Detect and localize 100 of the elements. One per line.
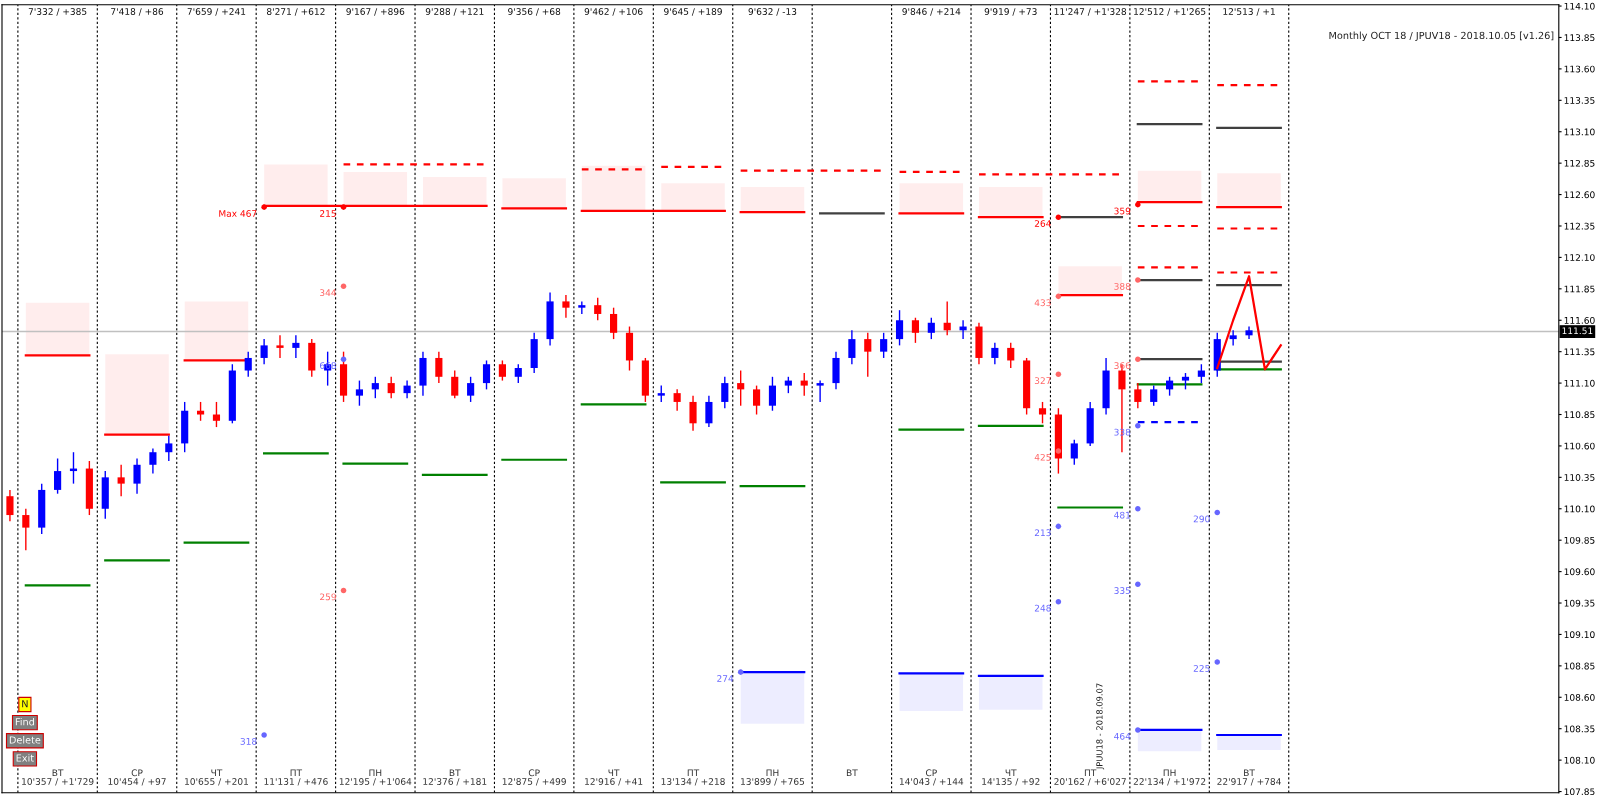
candlestick bbox=[1038, 401, 1047, 425]
point bbox=[1135, 581, 1141, 587]
annotation: 12'513 / +1 bbox=[1223, 8, 1275, 16]
point bbox=[1135, 201, 1141, 208]
annotation: 7'659 / +241 bbox=[187, 8, 246, 16]
annotation: 215 bbox=[320, 210, 336, 217]
y-tick-label: 108.35 bbox=[1564, 725, 1595, 733]
candlestick bbox=[594, 296, 602, 321]
y-tick-label: 110.10 bbox=[1564, 505, 1595, 513]
y-tick-label: 110.35 bbox=[1564, 474, 1595, 481]
candlestick bbox=[6, 489, 14, 523]
candlestick bbox=[292, 334, 300, 359]
annotation: 11'247 / +1'328 bbox=[1054, 8, 1127, 16]
annotation: 335 bbox=[1114, 587, 1131, 594]
x-tick-label: СР 14'043 / +144 bbox=[899, 769, 964, 786]
annotation: 12'512 / +1'265 bbox=[1134, 8, 1206, 16]
candlestick bbox=[1070, 438, 1078, 466]
candlestick bbox=[467, 376, 475, 403]
point bbox=[340, 204, 347, 210]
annotation: 9'846 / +214 bbox=[902, 8, 961, 16]
y-tick-label: 112.60 bbox=[1564, 191, 1595, 199]
y-tick-label: 108.60 bbox=[1564, 694, 1595, 701]
annotation: 425 bbox=[1034, 453, 1051, 461]
annotation: Delete bbox=[9, 736, 41, 744]
candlestick bbox=[435, 350, 443, 384]
candlestick bbox=[482, 359, 491, 391]
candlestick bbox=[705, 394, 713, 428]
x-tick-label: СР 12'875 / +499 bbox=[502, 769, 566, 786]
candlestick bbox=[768, 376, 777, 412]
candlestick bbox=[911, 317, 919, 344]
candlestick bbox=[578, 300, 586, 315]
x-tick-label: ПН 22'134 / +1'972 bbox=[1133, 769, 1206, 786]
x-tick-label: ВТ 10'357 / +1'729 bbox=[22, 769, 94, 786]
candlestick bbox=[864, 332, 872, 378]
point bbox=[1055, 523, 1062, 530]
annotation: 225 bbox=[1193, 665, 1210, 672]
y-tick-label: 109.35 bbox=[1564, 599, 1595, 607]
annotation: 7'418 / +86 bbox=[111, 8, 164, 16]
point bbox=[261, 732, 267, 738]
y-tick-label: 113.60 bbox=[1564, 65, 1595, 73]
candlestick bbox=[737, 369, 745, 407]
annotation: 9'645 / +189 bbox=[664, 8, 722, 16]
x-tick-label: ВТ bbox=[846, 769, 858, 777]
annotation: 8'271 / +612 bbox=[266, 8, 325, 16]
annotation: 259 bbox=[320, 593, 336, 601]
point bbox=[1214, 509, 1221, 516]
y-tick-label: 113.85 bbox=[1564, 34, 1595, 42]
point bbox=[1055, 371, 1062, 378]
annotation: 264 bbox=[1034, 220, 1051, 227]
annotation: 213 bbox=[1034, 529, 1051, 537]
x-tick-label: ПТ 11'131 / +476 bbox=[264, 769, 328, 786]
annotation: 274 bbox=[717, 675, 734, 682]
candlestick bbox=[673, 388, 681, 412]
candlestick bbox=[610, 306, 618, 340]
candlestick bbox=[721, 376, 729, 409]
candlestick bbox=[212, 401, 221, 428]
point bbox=[737, 669, 744, 675]
candlestick bbox=[514, 363, 522, 384]
annotation: Max 467 bbox=[219, 210, 257, 217]
candlestick bbox=[943, 300, 951, 337]
annotation: 9'919 / +73 bbox=[984, 8, 1037, 16]
y-tick-label: 113.35 bbox=[1564, 97, 1595, 104]
point bbox=[1055, 448, 1062, 454]
candlestick bbox=[1197, 363, 1205, 384]
candlestick bbox=[498, 359, 506, 382]
point bbox=[1055, 293, 1062, 300]
candlestick bbox=[880, 332, 888, 359]
candlestick bbox=[371, 376, 379, 399]
candlestick bbox=[562, 294, 570, 319]
candlestick bbox=[1007, 342, 1015, 369]
y-tick-label: 112.10 bbox=[1564, 254, 1595, 261]
point bbox=[1135, 505, 1141, 512]
y-tick-label: 110.60 bbox=[1564, 442, 1595, 450]
y-tick-label: 112.85 bbox=[1564, 159, 1595, 167]
point bbox=[340, 587, 347, 594]
annotation: Exit bbox=[16, 754, 34, 762]
annotation: 9'356 / +68 bbox=[508, 8, 561, 16]
point bbox=[340, 283, 347, 290]
annotation: 9'632 / -13 bbox=[748, 8, 797, 16]
y-tick-label: 111.35 bbox=[1564, 348, 1595, 356]
x-tick-label: ЧТ 14'135 / +92 bbox=[982, 769, 1040, 786]
candlestick bbox=[927, 317, 935, 340]
y-tick-label: 109.10 bbox=[1564, 631, 1595, 638]
annotation: 344 bbox=[320, 289, 337, 297]
candlestick bbox=[22, 508, 30, 551]
y-tick-label: 110.85 bbox=[1564, 411, 1595, 419]
candlestick bbox=[991, 342, 999, 365]
candlestick bbox=[1229, 329, 1237, 347]
point bbox=[1055, 598, 1062, 605]
candlestick bbox=[1150, 384, 1158, 407]
candlestick bbox=[816, 379, 824, 403]
candlestick bbox=[451, 369, 459, 399]
y-tick-label: 108.10 bbox=[1564, 756, 1595, 764]
x-tick-label: ВТ 22'917 / +784 bbox=[1217, 769, 1281, 786]
candlestick bbox=[117, 464, 125, 497]
candlestick bbox=[355, 379, 363, 407]
y-tick-label: 109.85 bbox=[1564, 536, 1595, 544]
y-tick-label: 108.85 bbox=[1564, 662, 1595, 670]
x-tick-label: СР 10'454 / +97 bbox=[108, 769, 166, 786]
x-tick-label: ВТ 12'376 / +181 bbox=[423, 769, 487, 786]
